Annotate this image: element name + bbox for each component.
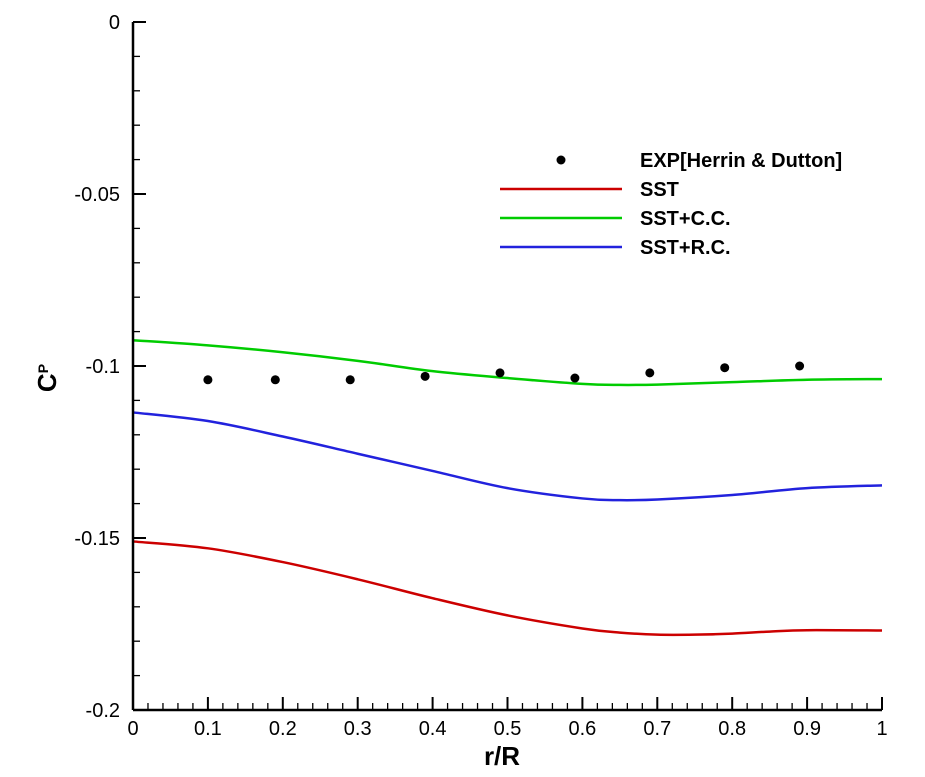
legend-label: SST+R.C. — [640, 237, 731, 259]
legend-label: SST+C.C. — [640, 208, 731, 230]
y-tick-label: -0.15 — [74, 528, 120, 550]
data-point — [203, 375, 213, 385]
x-tick-label: 0.6 — [568, 718, 596, 740]
tick-labels: 0 0.1 0.2 0.3 0.4 0.5 0.6 0.7 0.8 0.9 1 0 -0.05 -0.1 -… — [74, 12, 887, 740]
x-tick-label: 0.4 — [419, 718, 447, 740]
y-tick-label: -0.2 — [86, 700, 120, 722]
data-point — [270, 375, 280, 385]
x-tick-label: 0.3 — [344, 718, 372, 740]
y-axis-title: CP — [32, 364, 62, 392]
x-tick-label: 0.1 — [194, 718, 222, 740]
series-line-sst-c-c — [132, 338, 883, 387]
y-axis-title-main: C — [32, 373, 62, 392]
data-point — [570, 373, 580, 383]
data-point — [495, 368, 505, 378]
data-point — [645, 368, 655, 378]
y-tick-label: 0 — [109, 12, 120, 34]
legend-marker — [556, 155, 566, 165]
series-line-sst — [132, 540, 883, 637]
x-tick-label: 0.7 — [643, 718, 671, 740]
data-point — [345, 375, 355, 385]
experimental-points — [203, 361, 805, 385]
x-tick-label: 0.8 — [718, 718, 746, 740]
series-line-sst-r-c — [132, 411, 883, 502]
data-point — [420, 371, 430, 381]
data-point — [795, 361, 805, 371]
y-axis-title-sub: P — [35, 364, 51, 373]
x-tick-label: 0 — [127, 718, 138, 740]
legend-label: EXP[Herrin & Dutton] — [640, 150, 842, 172]
legend-label: SST — [640, 179, 679, 201]
x-tick-label: 0.9 — [793, 718, 821, 740]
legend: EXP[Herrin & Dutton] SST SST+C.C. SST+R.C. — [500, 150, 842, 259]
x-axis-title: r/R — [484, 741, 520, 771]
axes — [131, 21, 883, 712]
data-point — [720, 363, 730, 373]
x-tick-label: 0.5 — [494, 718, 522, 740]
x-tick-label: 0.2 — [269, 718, 297, 740]
y-axis-title-text: CP — [32, 364, 62, 392]
x-tick-label: 1 — [876, 718, 887, 740]
y-tick-label: -0.1 — [86, 356, 120, 378]
y-tick-label: -0.05 — [74, 184, 120, 206]
series-lines — [132, 338, 883, 637]
